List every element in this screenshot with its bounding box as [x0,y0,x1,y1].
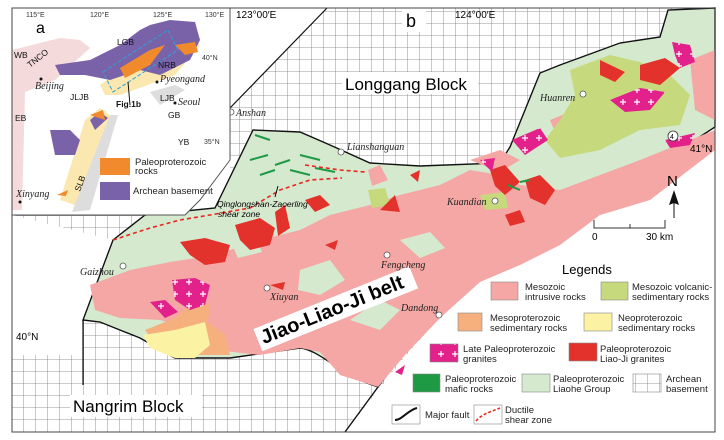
scale-end: 30 km [646,232,673,243]
inset-legend-paleo-1: Paleoproterozoic [135,157,207,168]
city-kuandian: Kuandian [446,197,486,208]
unit-yb: YB [178,137,190,147]
unit-gb: GB [168,110,181,120]
unit-nrb: NRB [158,60,176,70]
city-dandong: Dandong [400,303,438,314]
nangrim-block-label: Nangrim Block [73,397,184,416]
inset-lon-125: 125°E [153,11,172,19]
svg-text:granites: granites [463,354,497,365]
site-marker-number: 4 [670,134,674,141]
latitude-40: 40°N [16,332,38,343]
city-gaizhou: Gaizhou [80,267,114,278]
longitude-123: 123°00′E [236,10,277,21]
svg-text:Liaohe Group: Liaohe Group [553,384,611,395]
svg-text:Neoproterozoic: Neoproterozoic [618,313,683,324]
longgang-block-label: Longgang Block [345,75,467,94]
north-arrow-icon [669,190,679,205]
city-beijing: Beijing [35,81,64,92]
shear-zone-label-2: shear zone [218,209,260,219]
svg-text:Mesozoic volcanic-: Mesozoic volcanic- [632,282,712,293]
legend-title: Legends [562,262,612,277]
neoproterozoic-sedimentary-rocks [143,322,210,358]
svg-text:Paleoproterozoic: Paleoproterozoic [553,374,625,385]
latitude-41: 41°N [690,144,712,155]
unit-jljb: JLJB [70,92,89,102]
scale-bar: 0 30 km [592,220,673,243]
svg-text:Paleoproterozoic: Paleoproterozoic [600,344,672,355]
inset-legend-archean: Archean basement [133,186,213,197]
city-xiuyan: Xiuyan [269,292,298,303]
city-markers [119,90,587,319]
inset-lon-115: 115°E [26,11,45,19]
svg-text:intrusive rocks: intrusive rocks [525,292,586,303]
panel-b-label: b [406,11,416,31]
major-fault-nw [229,7,328,109]
city-seoul: Seoul [178,97,200,108]
svg-text:sedimentary rocks: sedimentary rocks [632,292,709,303]
svg-text:sedimentary rocks: sedimentary rocks [490,323,567,334]
fig1b-extent-box [102,29,179,93]
city-pyeongand: Pyeongand [159,74,206,85]
inset-map-a: 115°E 120°E 125°E 130°E 40°N 35°N a WB T… [11,7,231,216]
map-frame [11,7,716,433]
site-marker [667,130,679,142]
ductile-shear-zone [112,164,366,241]
svg-text:Liao-Ji granites: Liao-Ji granites [600,354,665,365]
shear-zone-label-1: Qinglongshan-Zaoerling [217,199,308,209]
north-label: N [667,173,678,190]
unit-eb: EB [15,113,27,123]
svg-text:Mesoproterozoic: Mesoproterozoic [490,313,560,324]
inset-lat-40: 40°N [202,54,218,62]
svg-text:Archean: Archean [666,374,701,385]
svg-text:basement: basement [666,384,708,395]
city-anshan: Anshan [235,108,266,119]
svg-text:sedimentary rocks: sedimentary rocks [618,323,695,334]
inset-lat-35: 35°N [204,138,220,146]
longitude-124: 124°00′E [455,10,496,21]
inset-legend-paleo-2: rocks [135,166,158,177]
major-fault-se [344,386,379,433]
city-xinyang: Xinyang [15,189,49,200]
inset-lon-130: 130°E [205,11,224,19]
late-paleoproterozoic-granites [150,42,695,375]
city-fengcheng: Fengcheng [380,260,425,271]
svg-text:Major fault: Major fault [425,410,470,421]
inset-lon-120: 120°E [90,11,109,19]
svg-text:Paleoproterozoic: Paleoproterozoic [445,374,517,385]
liaohe-inliers [230,232,445,330]
fig1b-label: Fig.1b [116,99,141,109]
scale-start: 0 [592,232,598,243]
shear-zone-pointer [274,185,279,198]
city-lianshanguan: Lianshanguan [346,142,404,153]
svg-text:Late Paleoproterozoic: Late Paleoproterozoic [463,344,556,355]
unit-wb: WB [14,50,28,60]
panel-a-label: a [36,20,45,37]
mafic-rocks [249,134,531,191]
unit-ljb: LJB [160,93,175,103]
svg-text:shear zone: shear zone [505,415,552,426]
svg-text:mafic rocks: mafic rocks [445,384,493,395]
svg-text:Mesozoic: Mesozoic [525,282,565,293]
liaoji-granites [180,58,680,290]
white-area-w [12,215,113,355]
city-huanren: Huanren [539,93,575,104]
unit-lgb: LGB [117,37,134,47]
svg-text:Ductile: Ductile [505,405,534,416]
